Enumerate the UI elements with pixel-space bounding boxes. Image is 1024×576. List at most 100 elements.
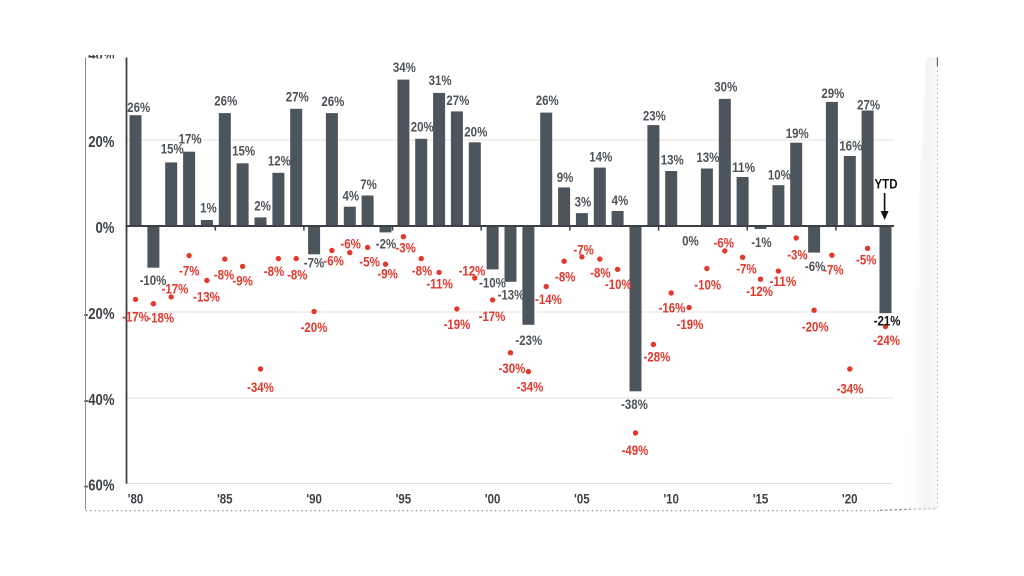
- svg-text:16%: 16%: [839, 138, 862, 154]
- svg-text:-38%: -38%: [621, 396, 648, 412]
- svg-text:'00: '00: [485, 491, 501, 507]
- svg-text:'95: '95: [396, 491, 412, 507]
- svg-text:-19%: -19%: [677, 316, 704, 332]
- svg-text:-8%: -8%: [214, 267, 235, 283]
- svg-text:'20: '20: [842, 491, 858, 507]
- svg-text:0%: 0%: [96, 220, 115, 237]
- svg-text:26%: 26%: [321, 93, 344, 109]
- svg-text:-19%: -19%: [444, 316, 471, 332]
- svg-text:-1%: -1%: [751, 234, 772, 250]
- svg-text:-14%: -14%: [535, 291, 562, 307]
- svg-text:-8%: -8%: [287, 267, 308, 283]
- svg-text:10%: 10%: [768, 167, 791, 183]
- svg-text:26%: 26%: [536, 92, 559, 108]
- svg-text:-40%: -40%: [84, 392, 115, 409]
- svg-text:YTD: YTD: [875, 176, 898, 192]
- svg-text:-34%: -34%: [517, 379, 544, 395]
- svg-text:12%: 12%: [268, 152, 291, 168]
- svg-text:'85: '85: [217, 491, 233, 507]
- svg-text:-13%: -13%: [498, 287, 525, 303]
- svg-text:-10%: -10%: [140, 272, 167, 288]
- svg-text:-6%: -6%: [714, 235, 735, 251]
- svg-text:1%: 1%: [200, 200, 217, 216]
- svg-text:-3%: -3%: [787, 246, 808, 262]
- svg-text:13%: 13%: [661, 151, 684, 167]
- svg-text:15%: 15%: [232, 143, 255, 159]
- svg-text:-28%: -28%: [644, 349, 671, 365]
- svg-text:4%: 4%: [612, 192, 629, 208]
- svg-text:-6%: -6%: [805, 258, 826, 274]
- svg-text:-2%: -2%: [376, 236, 397, 252]
- svg-text:-10%: -10%: [605, 276, 632, 292]
- svg-text:-18%: -18%: [147, 309, 174, 325]
- svg-text:27%: 27%: [286, 89, 309, 105]
- svg-text:-20%: -20%: [84, 306, 115, 323]
- svg-text:-20%: -20%: [802, 318, 829, 334]
- svg-text:13%: 13%: [696, 149, 719, 165]
- svg-text:-60%: -60%: [84, 478, 115, 495]
- svg-text:-8%: -8%: [264, 263, 285, 279]
- svg-text:-8%: -8%: [590, 264, 611, 280]
- svg-text:14%: 14%: [589, 148, 612, 164]
- svg-text:40%: 40%: [88, 47, 114, 64]
- svg-text:-17%: -17%: [479, 308, 506, 324]
- svg-text:0%: 0%: [682, 232, 699, 248]
- svg-text:27%: 27%: [446, 92, 469, 108]
- svg-text:-34%: -34%: [837, 381, 864, 397]
- svg-text:-12%: -12%: [459, 263, 486, 279]
- svg-text:-21%: -21%: [874, 312, 901, 328]
- svg-text:20%: 20%: [411, 119, 434, 135]
- svg-text:-49%: -49%: [622, 442, 649, 458]
- svg-text:30%: 30%: [714, 78, 737, 94]
- svg-text:-24%: -24%: [873, 332, 900, 348]
- svg-text:11%: 11%: [732, 159, 755, 175]
- svg-text:9%: 9%: [557, 169, 574, 185]
- svg-text:-8%: -8%: [555, 269, 576, 285]
- svg-text:-7%: -7%: [823, 261, 844, 277]
- svg-text:-5%: -5%: [856, 252, 877, 268]
- svg-text:-30%: -30%: [499, 360, 526, 376]
- svg-text:-6%: -6%: [323, 253, 344, 269]
- svg-text:-20%: -20%: [301, 319, 328, 335]
- svg-text:-10%: -10%: [694, 276, 721, 292]
- svg-text:-17%: -17%: [122, 309, 149, 325]
- svg-text:17%: 17%: [179, 130, 202, 146]
- svg-text:-11%: -11%: [770, 273, 797, 289]
- svg-text:27%: 27%: [857, 96, 880, 112]
- svg-text:-7%: -7%: [573, 242, 594, 258]
- svg-text:'90: '90: [306, 491, 322, 507]
- svg-text:-9%: -9%: [377, 266, 398, 282]
- svg-text:29%: 29%: [821, 85, 844, 101]
- svg-text:26%: 26%: [127, 99, 150, 115]
- svg-text:-8%: -8%: [412, 263, 433, 279]
- svg-text:20%: 20%: [88, 134, 114, 151]
- svg-text:15%: 15%: [161, 140, 184, 156]
- svg-text:'15: '15: [753, 491, 769, 507]
- svg-text:34%: 34%: [393, 59, 416, 75]
- svg-text:-3%: -3%: [395, 240, 416, 256]
- svg-text:2%: 2%: [254, 198, 271, 214]
- svg-text:7%: 7%: [360, 176, 377, 192]
- svg-text:26%: 26%: [214, 93, 237, 109]
- svg-text:-23%: -23%: [515, 332, 542, 348]
- svg-text:20%: 20%: [464, 123, 487, 139]
- svg-text:-10%: -10%: [479, 275, 506, 291]
- svg-text:-9%: -9%: [232, 273, 253, 289]
- svg-text:-7%: -7%: [304, 255, 325, 271]
- svg-text:-6%: -6%: [340, 236, 361, 252]
- svg-text:-5%: -5%: [359, 254, 380, 270]
- svg-text:23%: 23%: [643, 107, 666, 123]
- svg-text:-7%: -7%: [179, 263, 200, 279]
- svg-text:31%: 31%: [429, 72, 452, 88]
- svg-text:4%: 4%: [343, 188, 360, 204]
- svg-text:-12%: -12%: [746, 283, 773, 299]
- svg-text:-34%: -34%: [247, 379, 274, 395]
- svg-text:-13%: -13%: [193, 288, 220, 304]
- svg-text:3%: 3%: [575, 193, 592, 209]
- svg-text:19%: 19%: [786, 125, 809, 141]
- svg-text:'80: '80: [128, 491, 144, 507]
- svg-text:-7%: -7%: [736, 260, 757, 276]
- svg-text:-11%: -11%: [426, 276, 453, 292]
- svg-text:'05: '05: [574, 491, 590, 507]
- svg-text:-17%: -17%: [162, 281, 189, 297]
